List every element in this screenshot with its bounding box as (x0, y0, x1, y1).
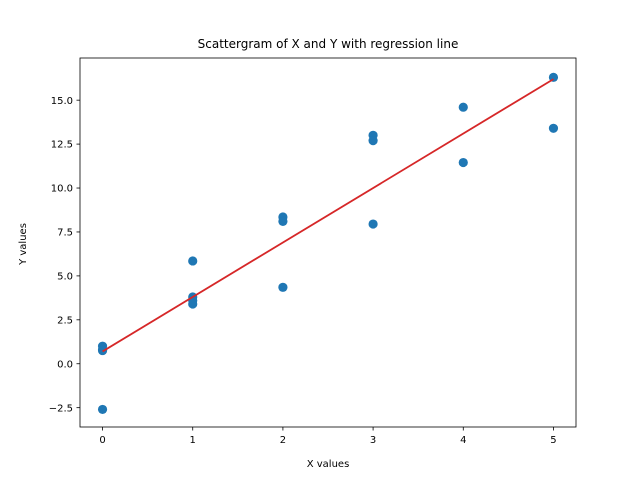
x-tick-label-5: 5 (550, 435, 556, 446)
x-tick-label-0: 0 (99, 435, 105, 446)
y-tick-label-2: 2.5 (57, 315, 73, 326)
plot-area (80, 58, 576, 427)
data-point-3 (97, 404, 108, 415)
y-tick-label-6: 12.5 (51, 140, 73, 151)
y-tick-label-5: 10.0 (51, 184, 73, 195)
chart-title: Scattergram of X and Y with regression l… (198, 37, 459, 51)
x-tick-label-2: 2 (280, 435, 286, 446)
data-point-15 (458, 157, 468, 168)
data-point-17 (548, 123, 559, 133)
y-tick-label-0: −2.5 (49, 403, 73, 414)
axes-frame (79, 57, 577, 428)
y-axis-label: Y values (18, 223, 29, 266)
data-point-14 (458, 102, 468, 112)
data-point-12 (368, 135, 378, 146)
axes: 0 1 2 3 4 5 −2.5 0.0 2.5 5.0 7.5 10.0 12.5 15.0 (49, 57, 577, 446)
data-point-7 (188, 299, 198, 309)
x-tick-label-4: 4 (460, 435, 466, 446)
x-tick-label-1: 1 (190, 435, 196, 446)
x-axis-label: X values (307, 459, 350, 470)
x-tick-label-3: 3 (370, 435, 376, 446)
y-tick-label-3: 5.0 (57, 271, 73, 282)
y-tick-label-1: 0.0 (57, 359, 73, 370)
y-tick-label-7: 15.0 (51, 96, 73, 107)
data-point-9 (278, 216, 288, 227)
y-tick-label-4: 7.5 (57, 228, 73, 239)
plot-background (80, 58, 576, 427)
data-point-13 (368, 219, 378, 229)
regression-line (102, 78, 554, 353)
data-point-10 (278, 282, 288, 292)
data-marks (97, 72, 559, 415)
data-point-4 (188, 256, 198, 266)
